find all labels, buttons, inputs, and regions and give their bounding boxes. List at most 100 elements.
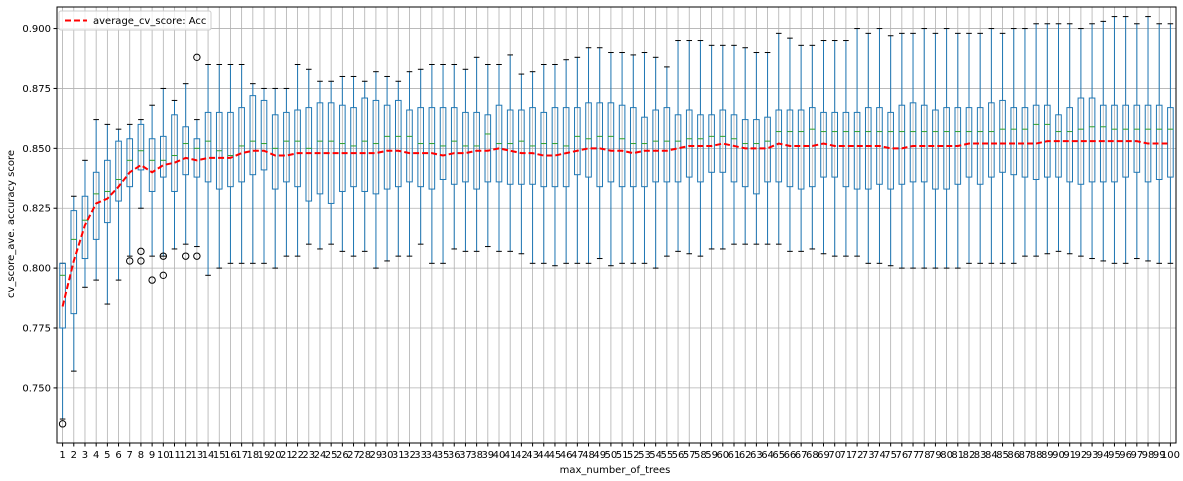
x-tick-label: 47 [571,450,584,461]
box-body [652,109,659,183]
box-body [249,95,257,176]
x-tick-label: 28 [358,450,371,461]
box-body [115,140,122,202]
x-tick-label: 37 [459,450,472,461]
x-tick-label: 5 [104,450,110,461]
x-tick-label: 14 [202,450,215,461]
box-flier [137,257,145,265]
box-body [920,104,928,183]
box-body [417,107,424,188]
box-body [988,102,995,178]
box-flier [193,53,201,62]
x-tick-label: 3 [82,450,88,461]
x-tick-label: 72 [851,450,864,461]
box-body [148,138,156,192]
x-tick-label: 35 [437,450,450,461]
box-body [92,171,100,240]
box-body [1099,104,1107,183]
box-body [887,111,894,190]
x-tick-label: 85 [996,450,1009,461]
box-body [864,107,872,190]
x-tick-label: 11 [168,450,181,461]
legend: average_cv_score: Acc [58,10,212,31]
x-tick-label: 91 [1063,450,1076,461]
x-tick-label: 75 [884,450,897,461]
box-body [574,107,581,176]
box-body [641,116,648,188]
box-body [1021,107,1029,178]
box-flier [137,247,145,256]
box-body [428,107,436,190]
box-body [853,111,861,190]
x-tick-label: 4 [93,450,99,461]
x-tick-label: 42 [515,450,528,461]
x-tick-label: 67 [795,450,808,461]
x-tick-label: 61 [728,450,741,461]
x-tick-label: 19 [258,450,271,461]
x-tick-label: 24 [314,450,327,461]
x-tick-label: 49 [593,450,606,461]
box-body [350,107,357,188]
x-tick-label: 8 [138,450,144,461]
x-tick-label: 16 [224,450,237,461]
x-axis-title: max_number_of_trees [560,465,671,476]
x-tick-label: 40 [493,450,506,461]
x-tick-label: 29 [370,450,383,461]
x-tick-label: 62 [739,450,752,461]
x-tick-label: 82 [963,450,976,461]
box-body [372,99,380,195]
y-tick-label: 0.850 [22,144,51,155]
box-flier [148,276,156,284]
box-body [316,102,324,195]
box-body [1133,104,1141,173]
box-flier [193,252,201,260]
box-flier [126,257,134,265]
x-tick-label: 33 [414,450,427,461]
box-body [730,114,738,183]
x-tick-label: 45 [549,450,562,461]
box-body [193,138,201,178]
x-tick-label: 44 [537,450,550,461]
box-flier [159,271,168,280]
x-tick-label: 77 [907,450,920,461]
x-tick-label: 86 [1007,450,1020,461]
x-tick-label: 15 [213,450,226,461]
box-body [1155,104,1163,180]
x-tick-label: 95 [1108,450,1121,461]
box-body [1010,107,1018,176]
box-body [1055,114,1062,178]
x-tick-label: 31 [392,450,405,461]
x-tick-label: 92 [1075,450,1088,461]
y-tick-label: 0.825 [22,204,51,215]
y-tick-label: 0.775 [22,324,51,335]
box-body [383,104,391,190]
box-body [685,109,693,178]
x-tick-label: 54 [649,450,662,461]
box-flier [181,252,190,260]
x-tick-label: 23 [302,450,315,461]
x-tick-label: 80 [940,450,953,461]
box-body [551,107,559,188]
box-body [394,99,402,188]
box-flier [58,420,67,428]
x-tick-label: 10 [157,450,170,461]
box-body [898,104,906,185]
box-body [842,111,850,188]
box-body [764,116,771,183]
x-tick-label: 36 [448,450,461,461]
x-tick-label: 97 [1130,450,1143,461]
box-flier [159,252,168,260]
x-tick-label: 68 [806,450,819,461]
x-tick-label: 55 [660,450,673,461]
box-body [294,109,301,188]
x-tick-label: 41 [504,450,517,461]
x-tick-label: 13 [191,450,204,461]
y-tick-label: 0.875 [22,84,51,95]
box-body [439,107,447,180]
box-body [283,111,290,183]
x-tick-label: 89 [1041,450,1054,461]
x-tick-label: 32 [403,450,416,461]
x-tick-label: 83 [974,450,987,461]
box-body [596,102,604,188]
box-body [1167,107,1174,178]
